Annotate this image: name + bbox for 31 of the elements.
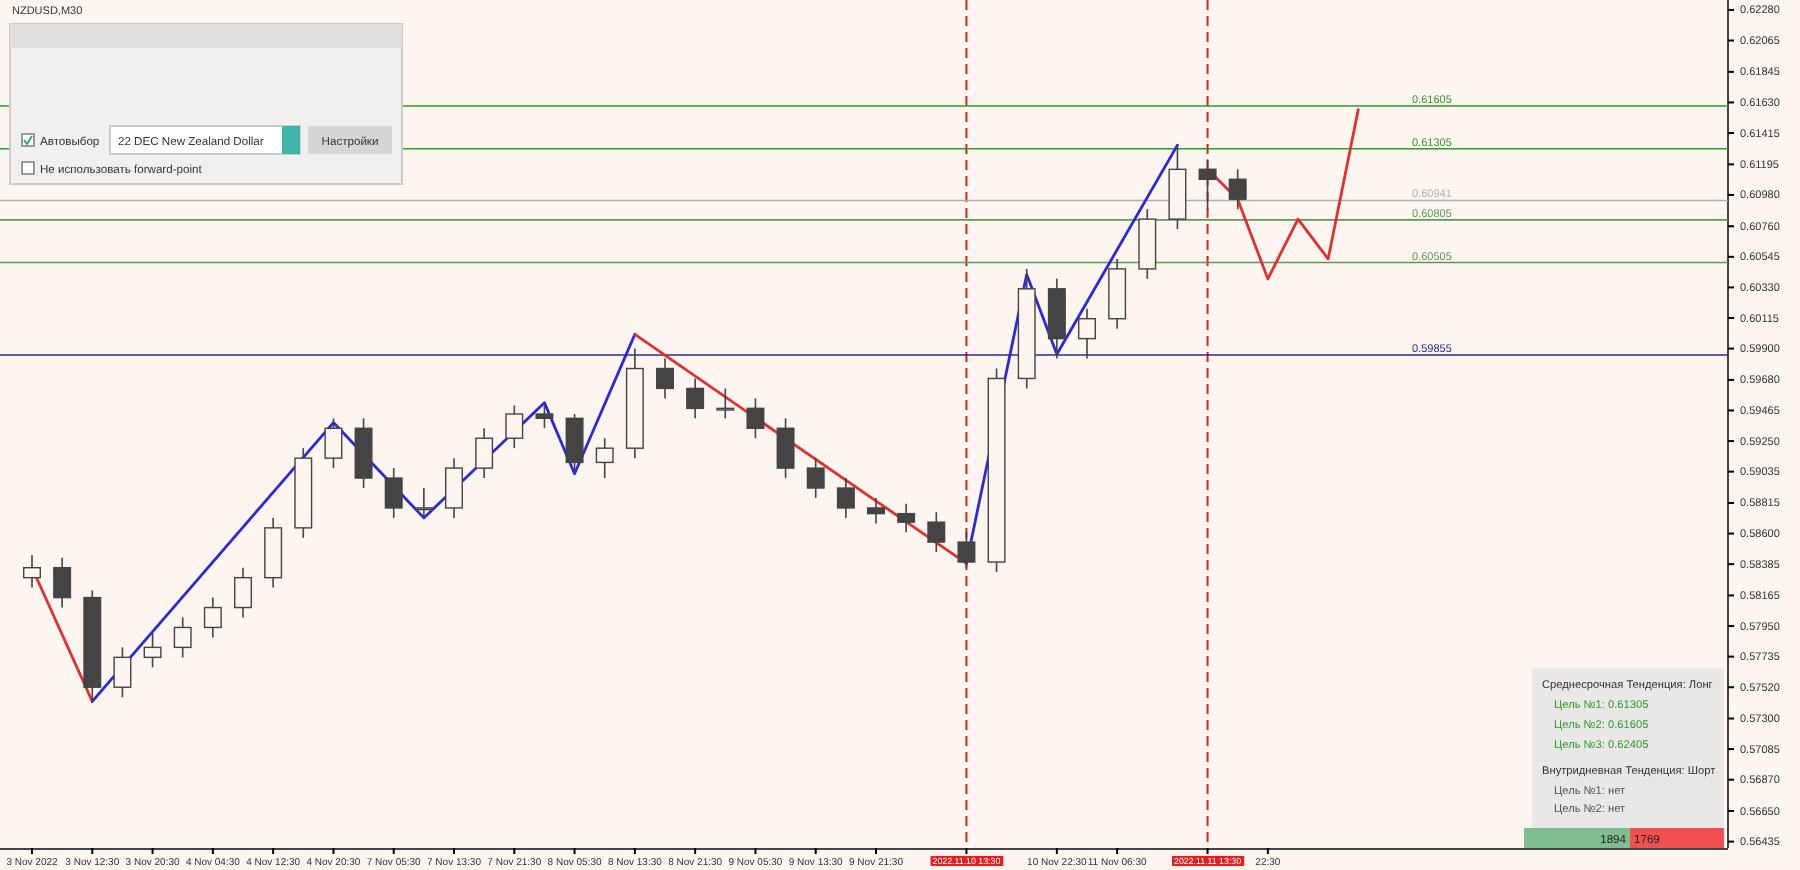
candlestick: [234, 566, 252, 619]
candlestick: [475, 427, 494, 479]
candlestick: [1078, 307, 1096, 360]
candlestick: [203, 596, 222, 639]
candlestick: [143, 632, 162, 669]
candlestick: [173, 616, 192, 659]
candlestick: [656, 357, 674, 400]
candlestick: [776, 417, 795, 479]
candlestick: [897, 502, 916, 533]
candlestick: [957, 531, 976, 569]
candlestick: [535, 403, 554, 430]
candlestick: [1228, 168, 1247, 210]
candlestick: [565, 413, 584, 474]
candlestick: [686, 377, 705, 420]
candlestick: [836, 477, 855, 519]
candlestick: [53, 556, 72, 609]
line-series: [90, 332, 637, 703]
candlestick: [324, 417, 343, 469]
candlestick: [867, 497, 885, 525]
candlestick: [746, 397, 765, 440]
candlestick: [23, 554, 41, 589]
candlestick: [445, 457, 463, 519]
candlestick: [927, 511, 946, 553]
candlestick: [414, 487, 433, 519]
candlestick: [595, 437, 614, 479]
candlestick: [113, 646, 132, 698]
candlestick: [716, 387, 735, 420]
candlestick: [806, 457, 825, 499]
candlestick: [384, 467, 403, 519]
candlestick: [1198, 158, 1217, 210]
candlestick: [505, 404, 524, 449]
